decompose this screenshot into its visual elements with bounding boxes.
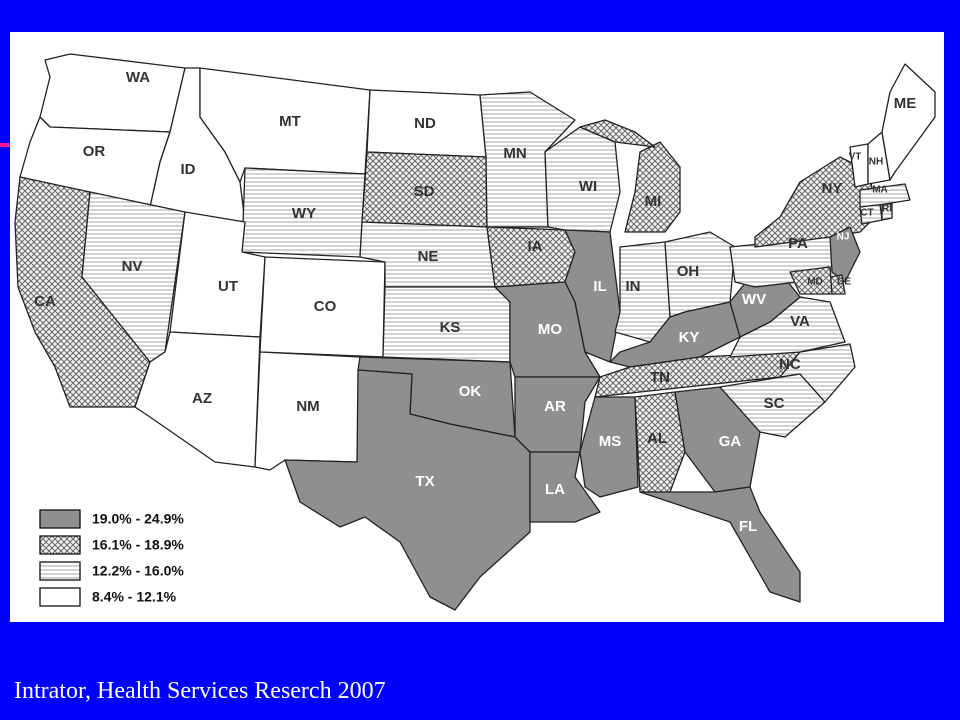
state-fl (639, 486, 801, 603)
state-il (564, 229, 621, 363)
legend-label-1: 19.0% - 24.9% (92, 511, 184, 527)
state-label-nd: ND (414, 115, 436, 132)
state-ma (859, 183, 911, 208)
state-label-wy: WY (292, 205, 316, 222)
state-label-ri: RI (882, 204, 892, 215)
state-label-il: IL (593, 278, 606, 295)
state-label-tn: TN (650, 369, 670, 386)
state-label-mt: MT (279, 113, 301, 130)
state-nj (829, 226, 861, 283)
state-label-ms: MS (599, 433, 622, 450)
legend-swatch-1 (39, 509, 81, 529)
state-label-md: MD (807, 277, 823, 288)
state-label-oh: OH (677, 263, 700, 280)
legend-swatch-3 (39, 561, 81, 581)
state-label-id: ID (181, 161, 196, 178)
state-label-la: LA (545, 481, 565, 498)
state-label-ne: NE (418, 248, 439, 265)
state-label-nc: NC (779, 356, 801, 373)
state-label-sd: SD (414, 183, 435, 200)
state-label-al: AL (647, 430, 667, 447)
state-label-ks: KS (440, 319, 461, 336)
state-label-va: VA (790, 313, 810, 330)
legend-swatch-4 (39, 587, 81, 607)
us-choropleth-map: WA OR CA ID NV MT WY UT AZ CO NM ND SD NE KS OK TX MN IA MO… (14, 53, 936, 611)
state-mi (624, 141, 681, 233)
state-label-wv: WV (742, 291, 766, 308)
state-label-in: IN (626, 278, 641, 295)
citation-text: Intrator, Health Services Reserch 2007 (14, 678, 386, 704)
state-label-ia: IA (528, 238, 543, 255)
state-label-ca: CA (34, 293, 56, 310)
state-label-de: DE (837, 277, 851, 288)
state-label-ky: KY (679, 329, 700, 346)
state-label-ct: CT (860, 208, 873, 219)
state-label-mn: MN (503, 145, 526, 162)
state-md (789, 266, 833, 295)
state-label-me: ME (894, 95, 917, 112)
state-label-az: AZ (192, 390, 212, 407)
state-label-mi: MI (645, 193, 662, 210)
state-label-nm: NM (296, 398, 319, 415)
legend-swatch-2 (39, 535, 81, 555)
state-label-nv: NV (122, 258, 143, 275)
state-label-wi: WI (579, 178, 597, 195)
state-label-pa: PA (788, 235, 808, 252)
state-label-fl: FL (739, 518, 757, 535)
state-label-or: OR (83, 143, 106, 160)
state-me (881, 63, 936, 181)
legend-label-4: 8.4% - 12.1% (92, 589, 177, 605)
state-label-wa: WA (126, 69, 150, 86)
state-label-ut: UT (218, 278, 238, 295)
state-wa (39, 53, 186, 133)
pink-accent-mark (0, 143, 12, 147)
state-label-ga: GA (719, 433, 742, 450)
state-mi-upper-peninsula (579, 119, 656, 148)
state-label-ma: MA (872, 185, 888, 196)
state-tx (284, 369, 531, 611)
state-label-ar: AR (544, 398, 566, 415)
state-label-tx: TX (415, 473, 434, 490)
state-label-nh: NH (869, 157, 883, 168)
us-map-panel: WA OR CA ID NV MT WY UT AZ CO NM ND SD NE KS OK TX MN IA MO… (10, 32, 944, 622)
legend-label-3: 12.2% - 16.0% (92, 563, 184, 579)
state-label-ny: NY (822, 180, 843, 197)
state-al (634, 391, 686, 493)
state-label-ok: OK (459, 383, 482, 400)
legend-label-2: 16.1% - 18.9% (92, 537, 184, 553)
state-label-vt: VT (849, 152, 862, 163)
state-label-nj: NJ (837, 232, 850, 243)
state-label-co: CO (314, 298, 337, 315)
state-ia (486, 226, 576, 288)
state-label-sc: SC (764, 395, 785, 412)
state-label-mo: MO (538, 321, 562, 338)
